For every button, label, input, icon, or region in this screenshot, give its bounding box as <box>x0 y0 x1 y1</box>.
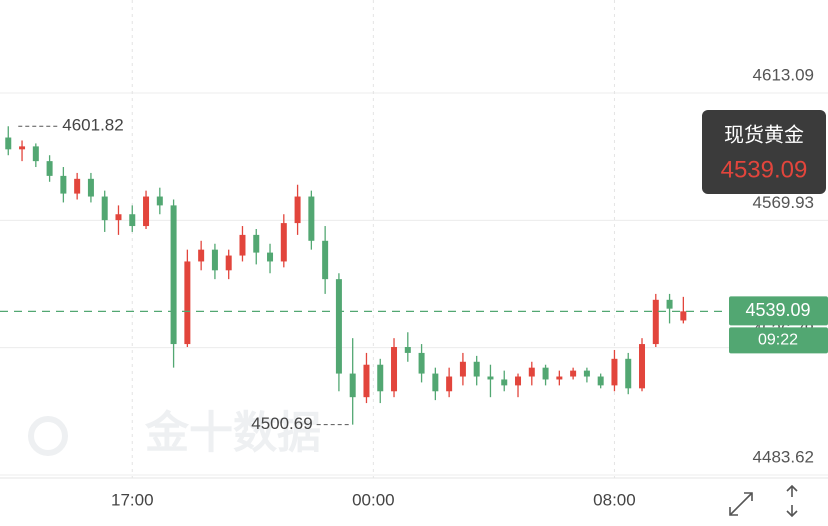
y-tick-label: 4613.09 <box>753 65 814 84</box>
candle-body <box>32 146 39 162</box>
instrument-price: 4539.09 <box>721 156 808 183</box>
candle-body <box>294 196 301 224</box>
candle-body <box>101 196 108 221</box>
candle-body <box>225 255 232 271</box>
y-tick-label: 4483.62 <box>753 447 814 466</box>
candle-body <box>515 376 522 386</box>
x-tick-label: 08:00 <box>593 490 636 509</box>
candle-body <box>198 249 205 262</box>
candle-body <box>184 261 191 345</box>
instrument-box <box>702 110 826 194</box>
candle-body <box>5 137 12 150</box>
candle-body <box>446 376 453 392</box>
candle-body <box>170 205 177 345</box>
candle-body <box>528 367 535 377</box>
candle-body <box>129 214 136 227</box>
candle-body <box>115 214 122 221</box>
candle-body <box>583 370 590 377</box>
x-tick-label: 17:00 <box>111 490 154 509</box>
candle-body <box>308 196 315 241</box>
watermark-logo <box>28 416 68 456</box>
candle-body <box>335 279 342 374</box>
candle-body <box>611 358 618 386</box>
max-label: 4601.82 <box>62 116 123 135</box>
candle-body <box>680 311 687 321</box>
candle-body <box>570 370 577 377</box>
candle-body <box>253 234 260 253</box>
candle-body <box>143 196 150 227</box>
last-price-tag <box>729 296 828 326</box>
candle-body <box>625 358 632 389</box>
last-price-value: 4539.09 <box>745 300 810 320</box>
candle-body <box>418 352 425 374</box>
candle-body <box>487 376 494 380</box>
candle-body <box>459 361 466 377</box>
candle-body <box>60 175 67 194</box>
candle-body <box>280 223 287 262</box>
candle-body <box>322 240 329 280</box>
candle-body <box>404 347 411 353</box>
candle-body <box>639 344 646 389</box>
candle-body <box>501 379 508 386</box>
candle-body <box>19 146 26 150</box>
last-time-tag <box>729 327 828 354</box>
candle-body <box>666 299 673 309</box>
min-label: 4500.69 <box>251 414 312 433</box>
candle-body <box>652 299 659 345</box>
candle-body <box>432 373 439 392</box>
x-tick-label: 00:00 <box>352 490 395 509</box>
y-tick-label: 4569.93 <box>753 193 814 212</box>
candle-body <box>156 196 163 206</box>
candle-body <box>46 161 53 176</box>
candle-body <box>87 178 94 197</box>
candle-body <box>542 367 549 380</box>
candle-body <box>597 376 604 386</box>
candle-body <box>74 178 81 194</box>
scroll-icon[interactable] <box>786 484 798 518</box>
candle-body <box>377 364 384 392</box>
instrument-name: 现货黄金 <box>724 123 804 146</box>
candle-body <box>349 373 356 398</box>
expand-icon[interactable] <box>729 492 753 516</box>
candle-body <box>391 347 398 392</box>
watermark: 金十数据 <box>144 409 321 458</box>
candle-body <box>473 361 480 377</box>
candle-body <box>267 252 274 262</box>
last-time: 09:22 <box>758 332 798 349</box>
candle-body <box>211 249 218 271</box>
candle-body <box>556 376 563 380</box>
candle-body <box>363 364 370 398</box>
candle-body <box>239 234 246 256</box>
